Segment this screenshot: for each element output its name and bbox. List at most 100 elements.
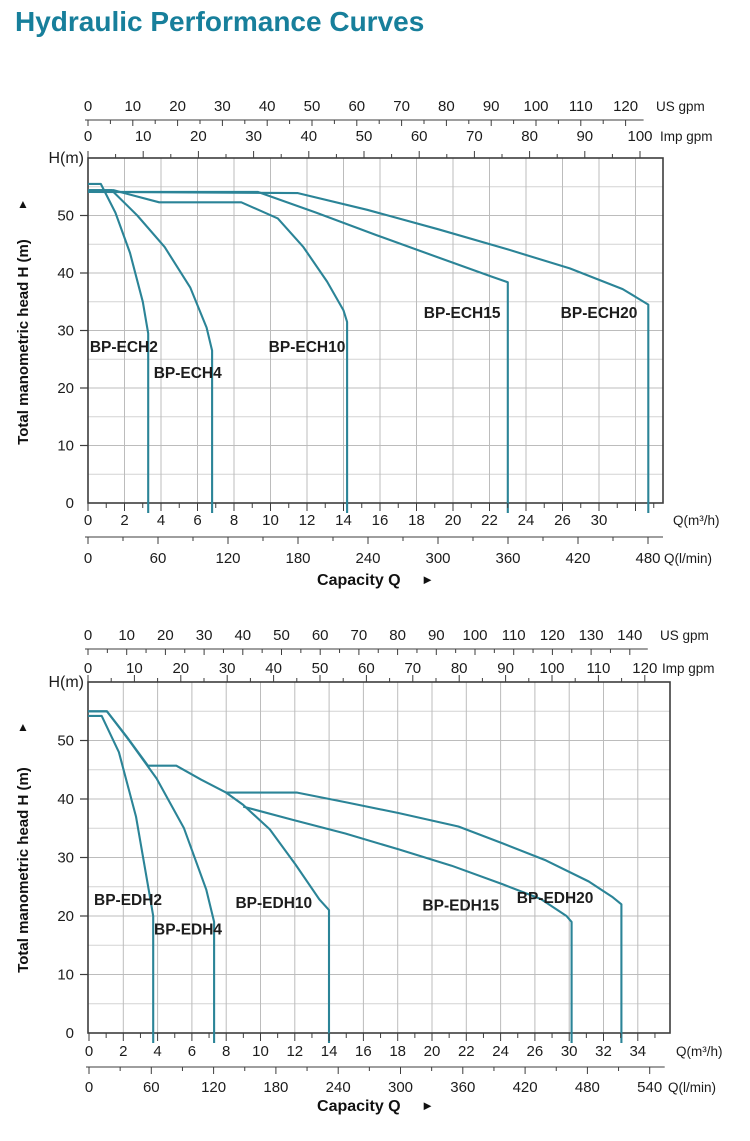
curve-BP-ECH2 <box>88 182 150 513</box>
us-gpm-tick-label: 0 <box>84 98 92 115</box>
us-gpm-tick-label: 120 <box>613 98 638 115</box>
curve-label-BP-ECH2: BP-ECH2 <box>90 339 158 356</box>
imp-gpm-tick-label: 20 <box>190 128 207 145</box>
curve-label-BP-ECH4: BP-ECH4 <box>154 365 222 382</box>
m3h-tick-label: 12 <box>286 1043 303 1060</box>
us-gpm-axis: 0 10 20 30 40 50 60 70 80 90 100 110 120 130 140 US gpm <box>84 627 709 655</box>
lmin-tick-label: 60 <box>143 1079 160 1096</box>
pump-curves: BP-EDH2 BP-EDH4 BP-EDH10 BP-EDH15 BP-EDH20 <box>88 710 623 1043</box>
m3h-tick-label: 4 <box>157 512 165 529</box>
curve-label-BP-EDH2: BP-EDH2 <box>94 892 162 909</box>
us-gpm-tick-label: 30 <box>214 98 231 115</box>
imp-gpm-tick-label: 110 <box>586 660 610 677</box>
curve-label-BP-EDH4: BP-EDH4 <box>154 922 222 939</box>
us-gpm-tick-label: 90 <box>483 98 500 115</box>
imp-gpm-tick-label: 70 <box>404 660 421 677</box>
lmin-tick-label: 360 <box>495 550 520 567</box>
m3h-tick-label: 24 <box>518 512 535 529</box>
y-tick-label: 10 <box>57 967 74 984</box>
plot-grid <box>88 682 670 1033</box>
imp-gpm-tick-label: 0 <box>84 660 92 677</box>
us-gpm-tick-label: 50 <box>273 627 290 644</box>
us-gpm-tick-label: 10 <box>118 627 135 644</box>
m3h-tick-label: 16 <box>372 512 389 529</box>
performance-chart-edh: 0 10 20 30 40 50 60 70 80 90 100 110 120 130 140 US gpm… <box>0 615 750 1141</box>
m3h-tick-label: 12 <box>299 512 316 529</box>
curve-BP-EDH20 <box>226 791 623 1043</box>
us-gpm-tick-label: 110 <box>502 627 526 644</box>
imp-gpm-unit-label: Imp gpm <box>660 129 713 144</box>
y-tick-label: 50 <box>57 208 74 225</box>
m3h-tick-label: 8 <box>230 512 238 529</box>
us-gpm-tick-label: 20 <box>157 627 174 644</box>
m3h-tick-label: 34 <box>629 1043 646 1060</box>
lmin-tick-label: 0 <box>85 1079 93 1096</box>
lmin-tick-label: 120 <box>201 1079 226 1096</box>
m3h-tick-label: 22 <box>458 1043 475 1060</box>
imp-gpm-tick-label: 20 <box>172 660 189 677</box>
lmin-tick-label: 480 <box>575 1079 600 1096</box>
m3h-tick-label: 32 <box>595 1043 612 1060</box>
y-axis: 50 40 30 20 10 0 H(m) <box>48 150 88 512</box>
us-gpm-tick-label: 70 <box>393 98 410 115</box>
curve-BP-ECH15 <box>88 190 509 513</box>
imp-gpm-tick-label: 60 <box>358 660 375 677</box>
m3h-tick-label: 18 <box>389 1043 406 1060</box>
imp-gpm-tick-label: 100 <box>627 128 652 145</box>
curve-BP-EDH10 <box>88 710 331 1043</box>
up-arrow-icon: ▲ <box>17 720 29 734</box>
y-tick-label: 20 <box>57 908 74 925</box>
curve-label-BP-ECH20: BP-ECH20 <box>561 305 638 322</box>
lmin-tick-label: 0 <box>84 550 92 567</box>
us-gpm-tick-label: 40 <box>234 627 251 644</box>
m3h-tick-label: 20 <box>424 1043 441 1060</box>
m3h-tick-label: 22 <box>481 512 498 529</box>
m3h-tick-label: 4 <box>153 1043 161 1060</box>
performance-chart-ech: 0 10 20 30 40 50 60 70 80 90 100 110 120 US gpm 0 10 20 3… <box>0 85 750 600</box>
curve-BP-ECH20 <box>87 190 650 513</box>
lmin-tick-label: 240 <box>326 1079 351 1096</box>
imp-gpm-tick-label: 30 <box>245 128 262 145</box>
y-tick-label: 50 <box>57 733 74 750</box>
page-title: Hydraulic Performance Curves <box>15 6 425 37</box>
x-axis-caption: Capacity Q ► <box>88 1098 663 1116</box>
us-gpm-tick-label: 0 <box>84 627 92 644</box>
us-gpm-tick-label: 100 <box>462 627 487 644</box>
imp-gpm-tick-label: 60 <box>411 128 428 145</box>
imp-gpm-tick-label: 0 <box>84 128 92 145</box>
lmin-tick-label: 360 <box>450 1079 475 1096</box>
y-axis-title: Total manometric head H (m) <box>15 239 32 445</box>
m3h-tick-label: 20 <box>445 512 462 529</box>
us-gpm-tick-label: 60 <box>312 627 329 644</box>
imp-gpm-tick-label: 30 <box>219 660 236 677</box>
m3h-tick-label: 0 <box>84 512 92 529</box>
imp-gpm-tick-label: 70 <box>466 128 483 145</box>
imp-gpm-tick-label: 80 <box>521 128 538 145</box>
m3h-tick-label: 26 <box>527 1043 544 1060</box>
y-tick-label: 10 <box>57 438 74 455</box>
x-axis-m3h: 0 2 4 6 8 10 12 14 16 18 20 22 24 26 30 32 34 Q(m³/h) <box>85 1033 723 1060</box>
m3h-tick-label: 26 <box>554 512 571 529</box>
plot-frame <box>87 157 664 504</box>
m3h-tick-label: 8 <box>222 1043 230 1060</box>
curve-BP-EDH15 <box>242 805 573 1043</box>
us-gpm-unit-label: US gpm <box>656 99 705 114</box>
us-gpm-tick-label: 40 <box>259 98 276 115</box>
right-arrow-icon: ► <box>421 1098 434 1113</box>
x-axis-caption: Capacity Q ► <box>88 572 663 590</box>
curve-BP-EDH4 <box>88 710 216 1043</box>
us-gpm-tick-label: 60 <box>348 98 365 115</box>
lmin-tick-label: 420 <box>565 550 590 567</box>
capacity-label: Capacity Q <box>317 572 401 589</box>
m3h-tick-label: 24 <box>492 1043 509 1060</box>
curve-label-BP-ECH15: BP-ECH15 <box>424 305 501 322</box>
imp-gpm-tick-label: 10 <box>126 660 143 677</box>
m3h-tick-label: 16 <box>355 1043 372 1060</box>
us-gpm-tick-label: 80 <box>438 98 455 115</box>
m3h-unit-label: Q(m³/h) <box>673 513 720 528</box>
curve-label-BP-EDH15: BP-EDH15 <box>422 898 499 915</box>
us-gpm-tick-label: 50 <box>304 98 321 115</box>
curve-BP-EDH2 <box>88 714 155 1043</box>
us-gpm-tick-label: 80 <box>389 627 406 644</box>
